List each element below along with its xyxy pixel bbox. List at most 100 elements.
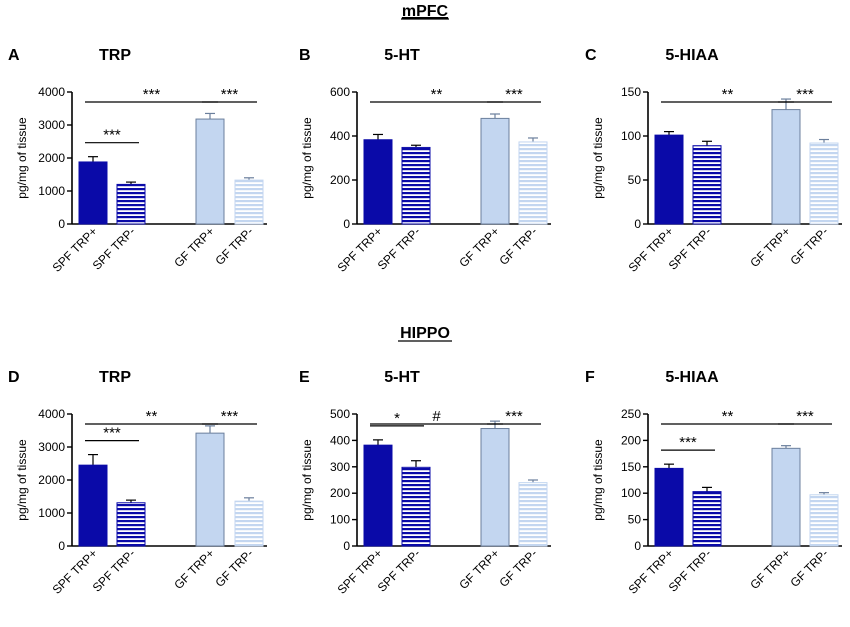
panel-a-category-label-spf-trp: SPF TRP+ <box>50 224 101 275</box>
panel-c-bar-spf-trp <box>654 134 684 225</box>
panel-c-letter: C <box>585 47 597 64</box>
panel-f-ytick-label: 100 <box>621 486 641 500</box>
panel-e-ytick-label: 0 <box>343 539 350 553</box>
panel-d-category-label-gf-trp: GF TRP- <box>212 546 256 590</box>
panel-f: F 5-HIAA pg/mg of tissue 0 50 100 150 200 250 SPF… <box>585 369 842 597</box>
panel-a-bar-gf-trp <box>234 179 264 225</box>
panel-b-sig-label-0-2: ** <box>431 86 443 103</box>
panel-e-category-label-gf-trp: GF TRP+ <box>456 546 502 592</box>
panel-e-category-label-gf-trp: GF TRP- <box>496 546 540 590</box>
panel-d: D TRP pg/mg of tissue 0 1000 2000 3000 4000 SPF … <box>8 369 267 597</box>
panel-d-bar-gf-trp <box>195 432 225 547</box>
panel-a-ytick-label: 0 <box>58 217 65 231</box>
panel-e-category-label-spf-trp: SPF TRP+ <box>335 546 386 597</box>
panel-a-ytick-label: 4000 <box>38 85 65 99</box>
panel-c-category-label-gf-trp: GF TRP+ <box>747 224 793 270</box>
panel-c-ylabel: pg/mg of tissue <box>591 117 605 199</box>
panel-a-sig-label-2-3: *** <box>221 86 239 103</box>
panel-b-title: 5-HT <box>384 47 420 64</box>
panel-a-bar-gf-trp <box>195 118 225 225</box>
panel-a-sig-label-0-1: *** <box>103 127 121 144</box>
panel-f-category-label-gf-trp: GF TRP- <box>787 546 831 590</box>
panel-c-sig-label-0-2: ** <box>722 86 734 103</box>
panel-b-letter: B <box>299 47 311 64</box>
panel-f-title: 5-HIAA <box>665 369 719 386</box>
panel-d-category-label-spf-trp: SPF TRP+ <box>50 546 101 597</box>
panel-d-sig-label-0-1: *** <box>103 425 121 442</box>
panel-b-bar-spf-trp <box>401 146 431 225</box>
panel-a: A TRP pg/mg of tissue 0 1000 2000 3000 4000 SPF … <box>8 47 267 275</box>
panel-f-category-label-gf-trp: GF TRP+ <box>747 546 793 592</box>
panel-a-letter: A <box>8 47 20 64</box>
panel-c-ytick-label: 100 <box>621 129 641 143</box>
panel-e-bar-spf-trp <box>363 444 393 547</box>
panel-e-ytick-label: 500 <box>330 407 350 421</box>
panel-d-ytick-label: 2000 <box>38 473 65 487</box>
panel-b-bar-gf-trp <box>518 141 548 225</box>
panel-e-letter: E <box>299 369 310 386</box>
panel-f-ytick-label: 0 <box>634 539 641 553</box>
panel-d-ytick-label: 0 <box>58 539 65 553</box>
panel-c-sig-label-2-3: *** <box>796 86 814 103</box>
panel-e-bar-gf-trp <box>480 428 510 547</box>
panel-d-letter: D <box>8 369 20 386</box>
panel-e-ytick-label: 100 <box>330 513 350 527</box>
panel-b-ytick-label: 200 <box>330 173 350 187</box>
panel-e-ytick-label: 300 <box>330 460 350 474</box>
panel-c-bar-spf-trp <box>692 145 722 225</box>
panel-c-ytick-label: 0 <box>634 217 641 231</box>
panel-d-sig-label-2-3: *** <box>221 408 239 425</box>
panel-d-bar-spf-trp <box>78 464 108 547</box>
panel-a-title: TRP <box>99 47 131 64</box>
panel-e-title: 5-HT <box>384 369 420 386</box>
panel-c-category-label-spf-trp: SPF TRP+ <box>626 224 677 275</box>
panel-b-bar-gf-trp <box>480 117 510 225</box>
panel-f-sig-label-2-3: *** <box>796 408 814 425</box>
panel-d-ytick-label: 3000 <box>38 440 65 454</box>
panel-d-ylabel: pg/mg of tissue <box>15 439 29 521</box>
panel-f-ytick-label: 250 <box>621 407 641 421</box>
panel-a-sig-label-0-2: *** <box>143 86 161 103</box>
panel-f-ytick-label: 50 <box>628 513 642 527</box>
panel-b-category-label-spf-trp: SPF TRP+ <box>335 224 386 275</box>
panel-c-category-label-gf-trp: GF TRP- <box>787 224 831 268</box>
panel-f-sig-label-0-2: ** <box>722 408 734 425</box>
panel-d-bar-gf-trp <box>234 500 264 547</box>
panel-f-bar-gf-trp <box>809 494 839 547</box>
panel-a-bar-spf-trp <box>78 161 108 225</box>
panel-c-title: 5-HIAA <box>665 47 719 64</box>
panel-b-ytick-label: 600 <box>330 85 350 99</box>
section-title-hippo: HIPPO <box>400 325 450 342</box>
panel-c-ytick-label: 150 <box>621 85 641 99</box>
panel-b-ytick-label: 0 <box>343 217 350 231</box>
panel-e-ylabel: pg/mg of tissue <box>300 439 314 521</box>
panel-a-ytick-label: 2000 <box>38 151 65 165</box>
panel-e-sig-label-0-2: # <box>432 408 441 425</box>
panel-f-ytick-label: 200 <box>621 433 641 447</box>
panel-f-bar-spf-trp <box>654 467 684 547</box>
panel-b-sig-label-2-3: *** <box>505 86 523 103</box>
panel-b-bar-spf-trp <box>363 139 393 225</box>
panel-a-bar-spf-trp <box>116 183 146 225</box>
panel-e-sig-label-2-3: *** <box>505 408 523 425</box>
panel-d-bar-spf-trp <box>116 502 146 547</box>
panel-e-bar-spf-trp <box>401 466 431 547</box>
panel-d-sig-label-0-2: ** <box>146 408 158 425</box>
panel-b-category-label-gf-trp: GF TRP+ <box>456 224 502 270</box>
panel-f-letter: F <box>585 369 595 386</box>
panel-a-ylabel: pg/mg of tissue <box>15 117 29 199</box>
panel-b-ytick-label: 400 <box>330 129 350 143</box>
panel-e-bar-gf-trp <box>518 482 548 547</box>
panel-f-ytick-label: 150 <box>621 460 641 474</box>
panel-b-ylabel: pg/mg of tissue <box>300 117 314 199</box>
panel-f-ylabel: pg/mg of tissue <box>591 439 605 521</box>
panel-a-ytick-label: 3000 <box>38 118 65 132</box>
panel-e-ytick-label: 200 <box>330 486 350 500</box>
panel-d-category-label-gf-trp: GF TRP+ <box>171 546 217 592</box>
panel-a-category-label-gf-trp: GF TRP+ <box>171 224 217 270</box>
panel-f-sig-label-0-1: *** <box>679 434 697 451</box>
panel-d-ytick-label: 1000 <box>38 506 65 520</box>
